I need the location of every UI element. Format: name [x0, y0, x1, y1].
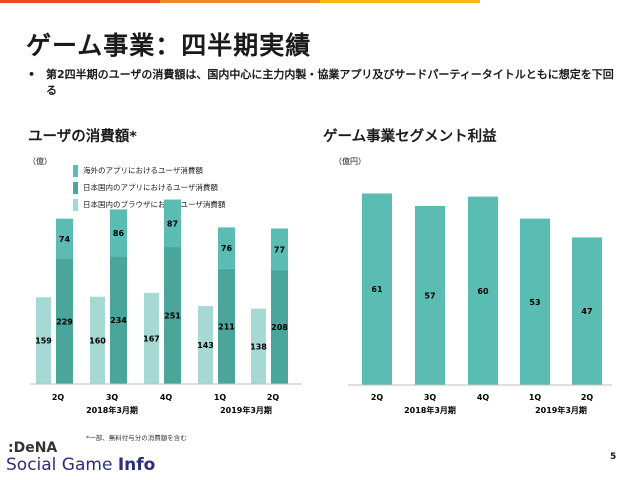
- browser-bar: [251, 308, 266, 384]
- data-label: 229: [56, 318, 73, 327]
- period-label: 2019年3月期: [220, 405, 272, 415]
- data-label: 76: [221, 244, 233, 253]
- legend-item: 日本国内のアプリにおけるユーザ消費額: [73, 179, 225, 196]
- data-label: 74: [59, 235, 71, 244]
- legend-item: 海外のアプリにおけるユーザ消費額: [73, 162, 225, 179]
- spend-chart-legend: 海外のアプリにおけるユーザ消費額日本国内のアプリにおけるユーザ消費額 日本国内のブ…: [73, 162, 225, 213]
- profit-bar: [572, 237, 602, 385]
- footnote: *一部、無料付与分の消費額を含む: [86, 434, 187, 442]
- browser-bar: [198, 305, 213, 384]
- period-label: 2018年3月期: [404, 405, 456, 415]
- profit-chart-title: ゲーム事業セグメント利益: [323, 129, 497, 145]
- logo-info-text: Info: [117, 455, 156, 475]
- x-tick-label: 4Q: [160, 393, 173, 402]
- browser-bar: [144, 292, 159, 384]
- data-label: 167: [143, 334, 160, 343]
- browser-bar: [36, 297, 51, 384]
- overseas-app-bar: [271, 228, 288, 271]
- domestic-app-bar: [218, 268, 235, 384]
- overseas-app-bar: [56, 218, 73, 260]
- x-tick-label: 2Q: [371, 393, 384, 402]
- legend-label: 日本国内のブラウザにおけるユーザ消費額: [83, 200, 226, 209]
- legend-item: 日本国内のブラウザにおけるユーザ消費額: [73, 196, 225, 213]
- x-tick-label: 1Q: [214, 393, 227, 402]
- data-label: 61: [371, 285, 383, 294]
- domestic-app-bar: [56, 259, 73, 384]
- data-label: 160: [89, 336, 106, 345]
- legend-swatch: [73, 164, 78, 177]
- dena-logo: :DeNA: [8, 440, 58, 456]
- legend-label: 海外のアプリにおけるユーザ消費額: [83, 166, 203, 175]
- bullet-mark: •: [28, 68, 36, 81]
- overseas-app-bar: [164, 199, 181, 248]
- data-label: 159: [35, 337, 52, 346]
- data-label: 251: [164, 312, 181, 321]
- data-label: 87: [167, 219, 178, 228]
- x-tick-label: 3Q: [424, 393, 437, 402]
- social-game-info-logo: Social Game Info: [6, 455, 155, 475]
- data-label: 86: [113, 229, 125, 238]
- legend-swatch: [73, 198, 78, 211]
- x-tick-label: 3Q: [106, 393, 119, 402]
- top-accent-bar: [0, 0, 640, 3]
- data-label: 57: [424, 292, 435, 301]
- data-label: 234: [110, 316, 127, 325]
- accent-segment-orange: [160, 0, 320, 3]
- data-label: 208: [271, 323, 288, 332]
- data-label: 211: [218, 322, 235, 331]
- spend-unit-label: （億）: [28, 157, 52, 166]
- legend-label: 日本国内のアプリにおけるユーザ消費額: [83, 183, 218, 192]
- data-label: 60: [477, 287, 489, 296]
- accent-segment-yellow: [320, 0, 480, 3]
- data-label: 47: [581, 307, 592, 316]
- data-label: 77: [274, 245, 285, 254]
- spend-chart-title: ユーザの消費額*: [28, 129, 137, 145]
- data-label: 53: [529, 298, 540, 307]
- profit-unit-label: （億円）: [334, 157, 366, 166]
- profit-bar: [362, 193, 392, 385]
- profit-bar: [415, 206, 445, 385]
- accent-segment-red: [0, 0, 160, 3]
- overseas-app-bar: [218, 227, 235, 269]
- x-tick-label: 2Q: [267, 393, 280, 402]
- accent-segment-blank: [480, 0, 640, 3]
- domestic-app-bar: [271, 270, 288, 384]
- x-tick-label: 2Q: [581, 393, 594, 402]
- page-title: ゲーム事業：四半期実績: [26, 31, 312, 60]
- period-label: 2018年3月期: [86, 405, 138, 415]
- profit-bar: [520, 218, 550, 385]
- summary-bullet: 第2四半期のユーザの消費額は、国内中心に主力内製・協業アプリ及びサードパーティー…: [46, 68, 614, 97]
- overseas-app-bar: [110, 209, 127, 257]
- profit-bar: [468, 196, 498, 385]
- logo-social-text: Social Game: [6, 455, 118, 475]
- data-label: 143: [197, 341, 214, 350]
- period-label: 2019年3月期: [535, 405, 587, 415]
- data-label: 138: [250, 342, 267, 351]
- legend-swatch: [73, 181, 78, 194]
- x-tick-label: 2Q: [52, 393, 65, 402]
- page-number: 5: [610, 452, 617, 462]
- domestic-app-bar: [110, 256, 127, 384]
- x-tick-label: 1Q: [529, 393, 542, 402]
- x-tick-label: 4Q: [477, 393, 490, 402]
- domestic-app-bar: [164, 247, 181, 384]
- browser-bar: [90, 296, 105, 384]
